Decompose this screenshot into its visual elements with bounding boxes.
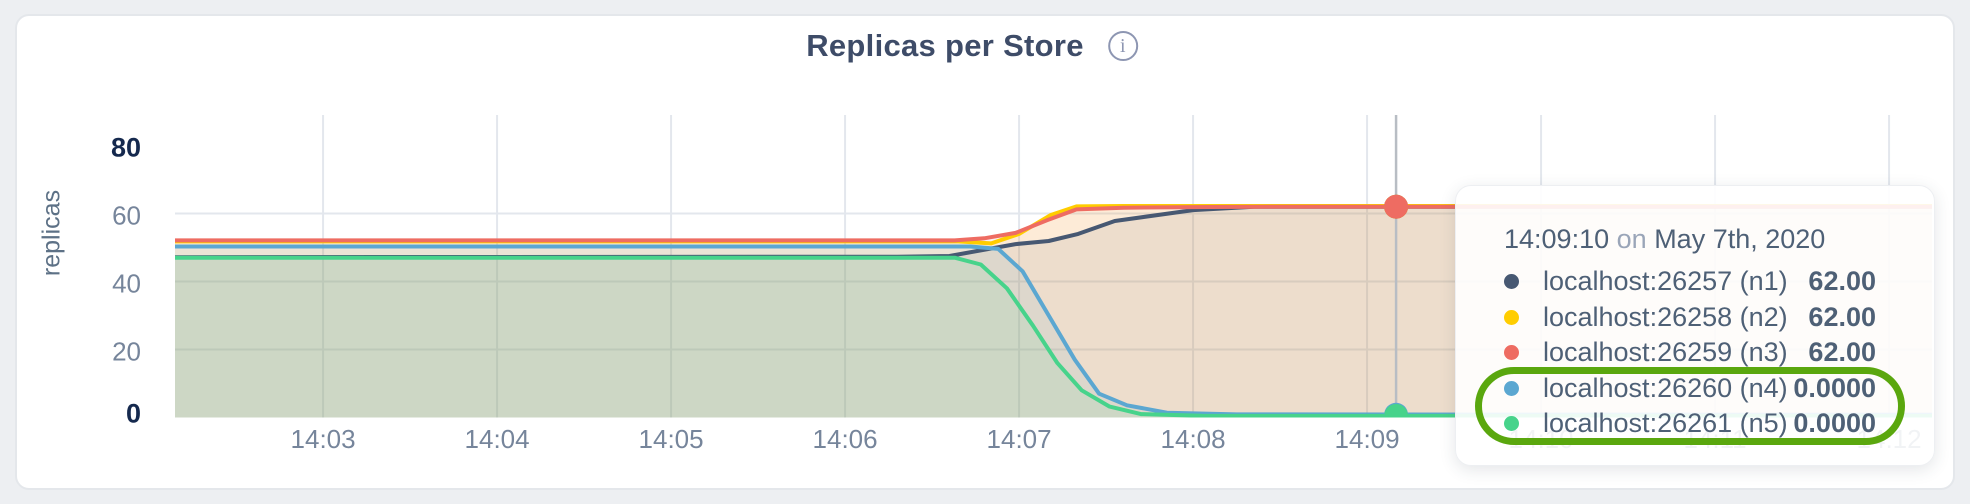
tooltip-connector: on bbox=[1616, 224, 1647, 254]
series-area-n5 bbox=[175, 257, 1932, 418]
x-axis-tick-14:06: 14:06 bbox=[812, 424, 878, 454]
legend-dot-n2 bbox=[1504, 309, 1519, 325]
hover-dot-n5 bbox=[1384, 403, 1409, 418]
legend-dot-n4 bbox=[1504, 380, 1519, 396]
tooltip-series-name: localhost:26260 (n4) bbox=[1543, 372, 1788, 403]
tooltip-series-name: localhost:26258 (n2) bbox=[1543, 301, 1788, 332]
info-icon[interactable]: i bbox=[1107, 31, 1138, 61]
legend-dot-n5 bbox=[1504, 416, 1519, 432]
legend-dot-n3 bbox=[1504, 345, 1519, 361]
tooltip-series-value: 62.00 bbox=[1808, 301, 1876, 332]
tooltip-timestamp: 14:09:10 on May 7th, 2020 bbox=[1504, 224, 1876, 254]
tooltip-time: 14:09:10 bbox=[1504, 224, 1610, 254]
y-axis-tick-40: 40 bbox=[112, 268, 141, 298]
series-area-n4 bbox=[175, 246, 1932, 418]
legend-dot-n1 bbox=[1504, 274, 1519, 290]
series-line-n5 bbox=[175, 255, 1932, 418]
y-axis-tick-20: 20 bbox=[112, 336, 141, 366]
x-axis-tick-14:08: 14:08 bbox=[1160, 424, 1226, 454]
tooltip-series-name: localhost:26257 (n1) bbox=[1543, 266, 1788, 297]
tooltip-series-name: localhost:26261 (n5) bbox=[1543, 408, 1788, 439]
tooltip-series-value: 62.00 bbox=[1808, 266, 1876, 297]
tooltip-date: May 7th, 2020 bbox=[1654, 224, 1826, 254]
chart-title: Replicas per Store bbox=[806, 28, 1084, 63]
tooltip-row-n4: localhost:26260 (n4) 0.0000 bbox=[1504, 371, 1876, 407]
tooltip-series-name: localhost:26259 (n3) bbox=[1543, 337, 1788, 368]
x-axis-tick-14:03: 14:03 bbox=[290, 424, 356, 454]
tooltip-row-n1: localhost:26257 (n1) 62.00 bbox=[1504, 264, 1876, 300]
series-line-n3 bbox=[175, 204, 1932, 243]
tooltip-rows: localhost:26257 (n1) 62.00 localhost:26258… bbox=[1504, 264, 1876, 442]
tooltip-row-n5: localhost:26261 (n5) 0.0000 bbox=[1504, 406, 1876, 442]
x-axis-tick-14:07: 14:07 bbox=[986, 424, 1052, 454]
tooltip-series-value: 0.0000 bbox=[1793, 408, 1876, 439]
y-axis-tick-80: 80 bbox=[110, 132, 141, 162]
tooltip-series-value: 0.0000 bbox=[1793, 372, 1876, 403]
hover-tooltip: 14:09:10 on May 7th, 2020 localhost:2625… bbox=[1455, 185, 1935, 466]
tooltip-row-n2: localhost:26258 (n2) 62.00 bbox=[1504, 300, 1876, 336]
x-axis-tick-14:05: 14:05 bbox=[638, 424, 704, 454]
y-axis-tick-60: 60 bbox=[112, 200, 141, 230]
x-axis-tick-14:09: 14:09 bbox=[1334, 424, 1400, 454]
tooltip-row-n3: localhost:26259 (n3) 62.00 bbox=[1504, 335, 1876, 371]
tooltip-series-value: 62.00 bbox=[1808, 337, 1876, 368]
hover-dot-n3 bbox=[1384, 194, 1409, 219]
y-axis-tick-0: 0 bbox=[125, 398, 141, 429]
series-line-n4 bbox=[175, 244, 1932, 417]
x-axis-tick-14:04: 14:04 bbox=[464, 424, 530, 454]
chart-header: Replicas per Store i bbox=[806, 28, 1138, 64]
